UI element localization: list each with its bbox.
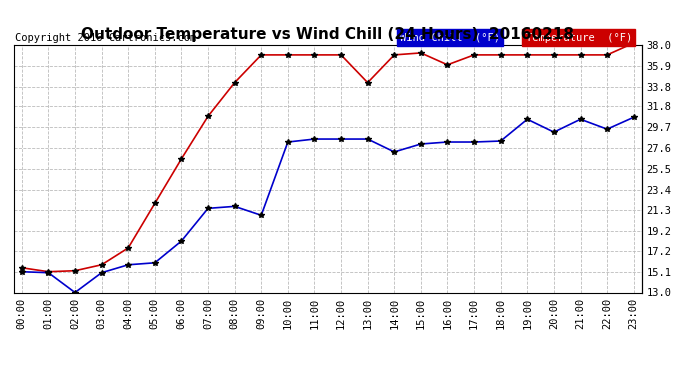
Title: Outdoor Temperature vs Wind Chill (24 Hours)  20160218: Outdoor Temperature vs Wind Chill (24 Ho… bbox=[81, 27, 574, 42]
Text: Temperature  (°F): Temperature (°F) bbox=[526, 33, 632, 42]
Text: Wind Chill  (°F): Wind Chill (°F) bbox=[400, 33, 500, 42]
Text: Copyright 2016 Cartronics.com: Copyright 2016 Cartronics.com bbox=[15, 33, 197, 42]
